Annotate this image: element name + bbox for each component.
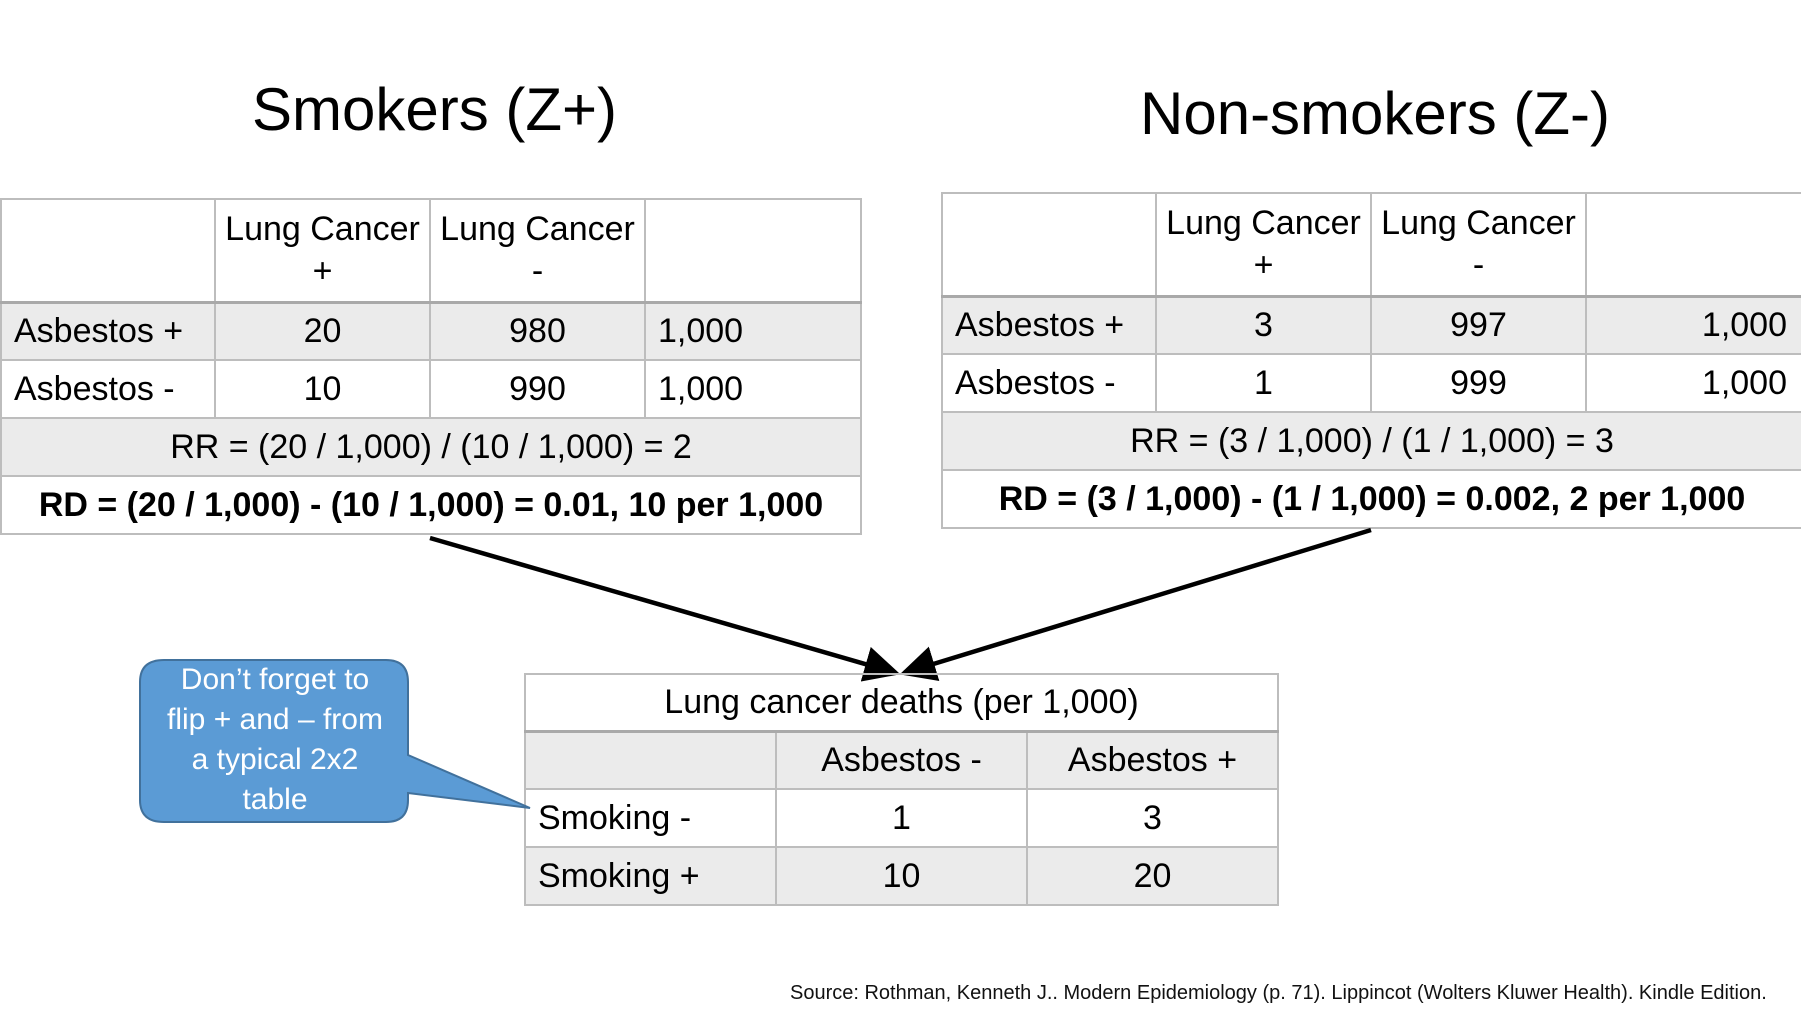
cancer-pos-cell: 1 [1155, 353, 1372, 413]
relative-risk-row: RR = (3 / 1,000) / (1 / 1,000) = 3 [941, 411, 1801, 471]
cancer-neg-cell: 980 [429, 301, 646, 361]
total-cell: 1,000 [1585, 353, 1801, 413]
cancer-pos-cell: 20 [214, 301, 431, 361]
total-cell: 1,000 [644, 301, 862, 361]
empty-corner-cell [941, 192, 1157, 298]
source-citation: Source: Rothman, Kenneth J.. Modern Epid… [790, 982, 1767, 1004]
header-cancer-neg: Lung Cancer - [1370, 192, 1587, 298]
smokers-title: Smokers (Z+) [252, 76, 618, 143]
value-cell: 10 [775, 846, 1028, 906]
col-header-asbestos-neg: Asbestos - [775, 730, 1028, 790]
smokers-table: Lung Cancer + Lung Cancer - Asbestos + 20 … [0, 198, 862, 535]
empty-corner-cell [524, 730, 777, 790]
total-cell: 1,000 [1585, 295, 1801, 355]
total-cell: 1,000 [644, 359, 862, 419]
cancer-pos-cell: 10 [214, 359, 431, 419]
summary-table: Lung cancer deaths (per 1,000) Asbestos … [524, 673, 1279, 906]
row-label: Smoking - [524, 788, 777, 848]
callout-shape [139, 659, 531, 823]
table-row: Asbestos + 3 997 1,000 [941, 295, 1801, 355]
table-row: Asbestos - 10 990 1,000 [0, 359, 862, 419]
value-cell: 3 [1026, 788, 1279, 848]
relative-risk-row: RR = (20 / 1,000) / (10 / 1,000) = 2 [0, 417, 862, 477]
value-cell: 1 [775, 788, 1028, 848]
value-cell: 20 [1026, 846, 1279, 906]
row-label: Smoking + [524, 846, 777, 906]
risk-difference-row: RD = (3 / 1,000) - (1 / 1,000) = 0.002, … [941, 469, 1801, 529]
row-label: Asbestos + [941, 295, 1157, 355]
row-label: Asbestos - [941, 353, 1157, 413]
header-cancer-pos: Lung Cancer + [1155, 192, 1372, 298]
cancer-neg-cell: 990 [429, 359, 646, 419]
table-row: Smoking + 10 20 [524, 846, 1279, 906]
col-header-asbestos-pos: Asbestos + [1026, 730, 1279, 790]
cancer-neg-cell: 997 [1370, 295, 1587, 355]
risk-difference-row: RD = (20 / 1,000) - (10 / 1,000) = 0.01,… [0, 475, 862, 535]
arrow-from-nonsmokers [899, 527, 1372, 681]
callout-text: Don’t forget to flip + and – from a typi… [167, 663, 383, 816]
empty-corner-cell [0, 198, 216, 304]
nonsmokers-title: Non-smokers (Z-) [1140, 80, 1611, 147]
cancer-neg-cell: 999 [1370, 353, 1587, 413]
empty-header-cell [644, 198, 862, 304]
header-cancer-neg: Lung Cancer - [429, 198, 646, 304]
nonsmokers-table: Lung Cancer + Lung Cancer - Asbestos + 3 9… [941, 192, 1801, 529]
row-label: Asbestos + [0, 301, 216, 361]
arrow-from-smokers [429, 535, 901, 682]
table-row: Asbestos - 1 999 1,000 [941, 353, 1801, 413]
empty-header-cell [1585, 192, 1801, 298]
header-cancer-pos: Lung Cancer + [214, 198, 431, 304]
table-row: Asbestos + 20 980 1,000 [0, 301, 862, 361]
cancer-pos-cell: 3 [1155, 295, 1372, 355]
table-row: Smoking - 1 3 [524, 788, 1279, 848]
row-label: Asbestos - [0, 359, 216, 419]
summary-title: Lung cancer deaths (per 1,000) [524, 673, 1279, 733]
